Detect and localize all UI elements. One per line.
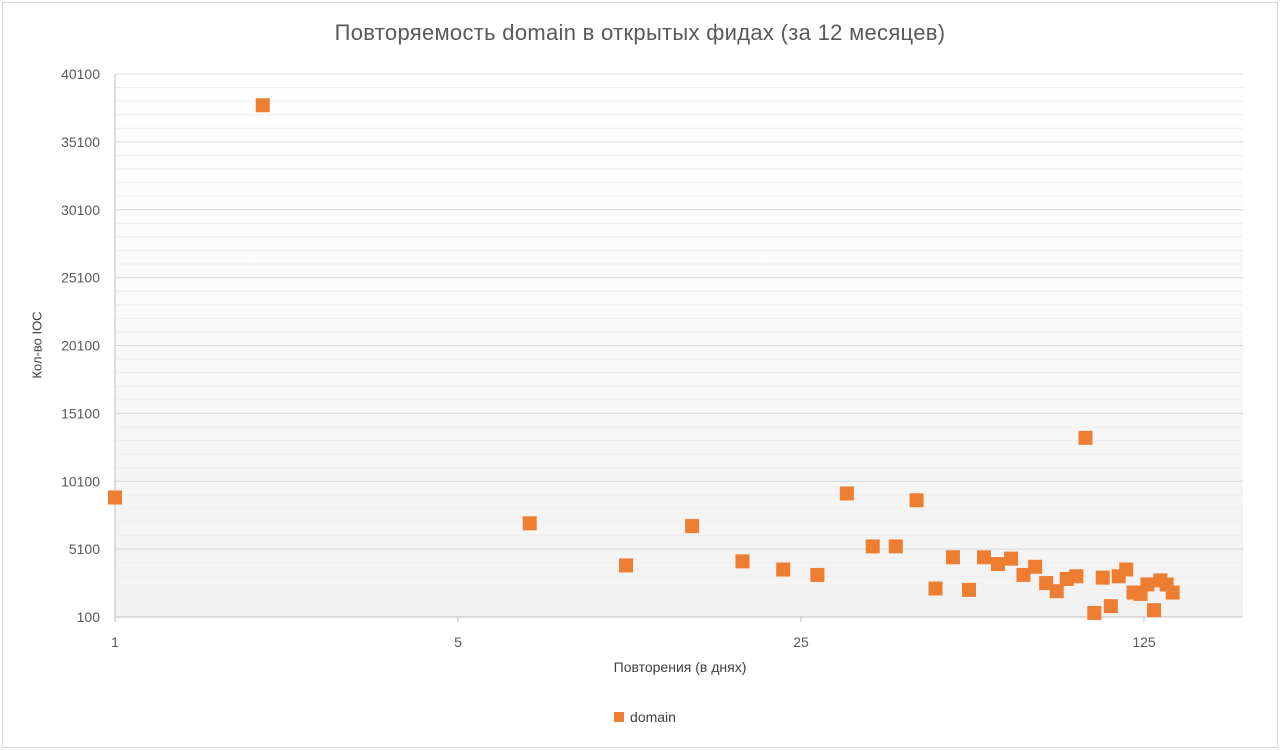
legend-swatch (614, 712, 625, 722)
y-tick-label: 35100 (61, 134, 100, 150)
data-point (945, 550, 960, 565)
data-point (255, 98, 270, 113)
x-tick-label: 1 (111, 634, 119, 650)
y-tick-label: 10100 (61, 473, 100, 489)
data-point (1069, 569, 1084, 584)
data-point (1165, 585, 1180, 600)
data-point (1049, 584, 1064, 599)
data-point (1119, 562, 1134, 577)
x-tick-label: 125 (1132, 634, 1156, 650)
data-point (522, 516, 537, 531)
x-tick-label: 5 (454, 634, 462, 650)
y-tick-label: 25100 (61, 270, 100, 286)
legend: domain (0, 709, 1280, 725)
data-point (1103, 599, 1118, 614)
data-point (1004, 551, 1019, 566)
data-point (1146, 603, 1161, 618)
chart-title: Повторяемость domain в открытых фидах (з… (334, 20, 946, 45)
y-tick-label: 30100 (61, 202, 100, 218)
y-tick-label: 100 (77, 609, 101, 625)
data-point (976, 550, 991, 565)
data-point (909, 493, 924, 508)
data-point (839, 486, 854, 501)
data-point (810, 567, 825, 582)
y-tick-label: 40100 (61, 66, 100, 82)
data-point (1140, 577, 1155, 592)
data-point (962, 582, 977, 597)
y-tick-label: 15100 (61, 405, 100, 421)
y-tick-label: 5100 (69, 541, 100, 557)
data-point (928, 581, 943, 596)
data-point (1087, 605, 1102, 620)
data-point (685, 519, 700, 534)
data-point (865, 539, 880, 554)
data-point (619, 558, 634, 573)
data-point (888, 539, 903, 554)
data-point (1039, 576, 1054, 591)
data-point (990, 557, 1005, 572)
data-point (1078, 430, 1093, 445)
y-tick-label: 20100 (61, 338, 100, 354)
data-point (1016, 567, 1031, 582)
data-point (108, 490, 122, 505)
x-axis-label: Повторения (в днях) (613, 659, 747, 675)
data-point (1028, 559, 1043, 574)
legend-label: domain (630, 709, 676, 725)
data-point (1095, 570, 1110, 585)
x-tick-label: 25 (793, 634, 809, 650)
data-point (776, 562, 791, 577)
data-point (735, 554, 750, 569)
